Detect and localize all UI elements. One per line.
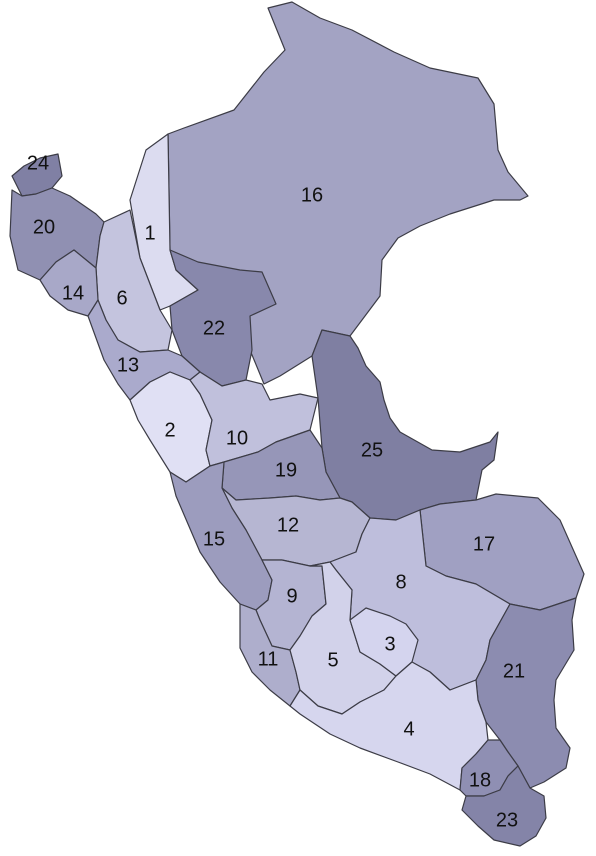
region-label-14: 14 <box>62 282 84 304</box>
region-label-10: 10 <box>226 427 248 449</box>
region-label-25: 25 <box>361 439 383 461</box>
region-label-17: 17 <box>473 533 495 555</box>
region-label-24: 24 <box>27 152 49 174</box>
region-label-16: 16 <box>301 184 323 206</box>
region-3[interactable] <box>349 607 419 677</box>
region-label-15: 15 <box>203 528 225 550</box>
region-label-20: 20 <box>33 216 55 238</box>
region-label-13: 13 <box>117 354 139 376</box>
region-label-4: 4 <box>403 718 414 740</box>
region-label-2: 2 <box>164 419 175 441</box>
region-label-19: 19 <box>275 459 297 481</box>
region-label-1: 1 <box>144 222 155 244</box>
region-label-3: 3 <box>384 633 395 655</box>
region-label-23: 23 <box>496 809 518 831</box>
region-label-21: 21 <box>503 660 525 682</box>
region-label-9: 9 <box>286 585 297 607</box>
region-label-11: 11 <box>258 648 279 670</box>
region-label-22: 22 <box>203 317 225 339</box>
region-label-18: 18 <box>469 769 491 791</box>
region-label-8: 8 <box>395 571 406 593</box>
region-label-6: 6 <box>116 287 127 309</box>
region-label-12: 12 <box>277 514 299 536</box>
region-23[interactable] <box>461 765 547 847</box>
region-25[interactable] <box>311 329 499 521</box>
region-4[interactable] <box>289 661 489 791</box>
region-label-5: 5 <box>327 649 338 671</box>
